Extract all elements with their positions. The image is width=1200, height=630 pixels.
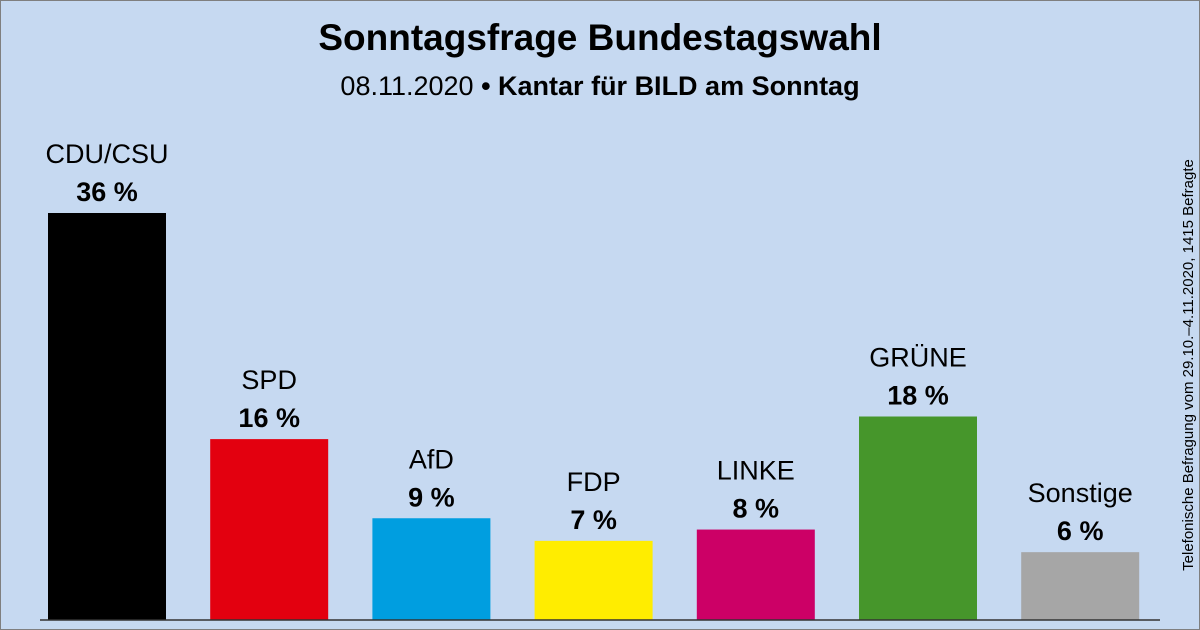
category-label: CDU/CSU <box>45 139 168 169</box>
chart-subtitle: 08.11.2020 • Kantar für BILD am Sonntag <box>340 71 859 101</box>
bar <box>1021 552 1140 620</box>
value-label: 18 % <box>887 381 949 411</box>
bar <box>48 213 166 620</box>
category-label: FDP <box>567 467 621 497</box>
bar <box>534 540 653 620</box>
bar <box>859 416 977 620</box>
value-label: 16 % <box>238 403 300 433</box>
bar <box>372 518 491 620</box>
subtitle-separator: • <box>481 71 490 101</box>
bar <box>696 529 815 620</box>
subtitle-source: Kantar für BILD am Sonntag <box>498 71 860 101</box>
side-note: Telefonische Befragung vom 29.10.–4.11.2… <box>1180 159 1197 571</box>
category-label: AfD <box>409 444 454 474</box>
value-label: 9 % <box>408 482 455 512</box>
category-label: Sonstige <box>1028 478 1133 508</box>
bar <box>210 439 329 620</box>
category-label: LINKE <box>717 456 795 486</box>
value-label: 8 % <box>733 494 780 524</box>
category-label: GRÜNE <box>869 343 967 373</box>
chart-title: Sonntagsfrage Bundestagswahl <box>318 17 881 58</box>
value-label: 36 % <box>76 177 138 207</box>
value-label: 6 % <box>1057 516 1104 546</box>
category-label: SPD <box>241 365 297 395</box>
value-label: 7 % <box>570 505 617 535</box>
subtitle-date: 08.11.2020 <box>340 71 473 101</box>
